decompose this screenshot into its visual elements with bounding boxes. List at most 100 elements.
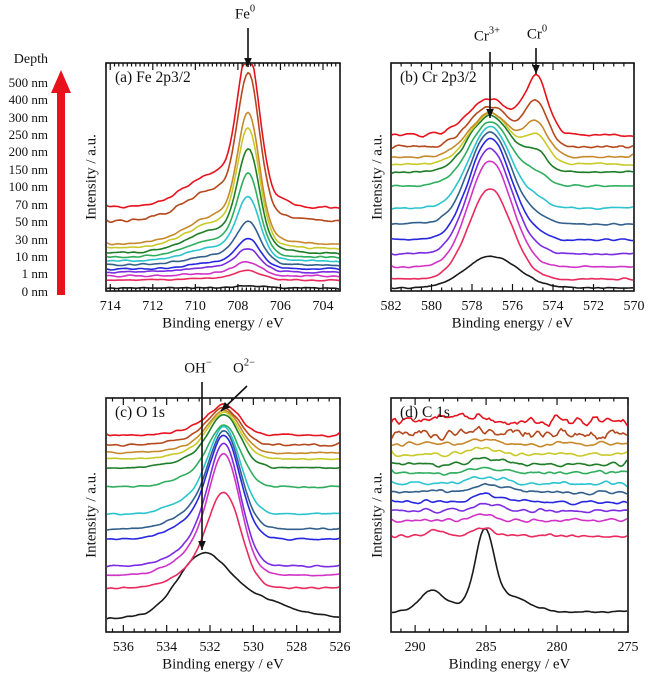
spectrum-curve-70nm — [392, 482, 627, 496]
spectrum-curve-0nm — [107, 551, 339, 620]
y-axis-label-b: Intensity / a.u. — [369, 134, 386, 220]
depth-item: 1 nm — [21, 266, 48, 281]
annotation-label: Cr0 — [526, 23, 548, 43]
tick-label: 570 — [623, 299, 645, 314]
tick-label: 285 — [475, 640, 497, 655]
spectrum-curve-30nm — [392, 502, 627, 514]
spectrum-curve-200nm — [392, 114, 633, 175]
spectrum-curve-0nm — [107, 285, 339, 290]
depth-item: 70 nm — [15, 197, 48, 212]
tick-label: 536 — [112, 640, 134, 655]
spectrum-curve-300nm — [392, 111, 633, 159]
spectrum-curve-1nm — [392, 188, 633, 281]
tick-label: 576 — [502, 299, 523, 314]
spectrum-curve-10nm — [107, 261, 339, 278]
x-axis-label-a: Binding energy / eV — [162, 315, 284, 332]
depth-item: 250 nm — [8, 127, 48, 142]
tick-label: 532 — [199, 640, 221, 655]
tick-label: 582 — [380, 299, 402, 314]
spectrum-curve-50nm — [392, 137, 633, 242]
spectrum-curve-0nm — [392, 527, 627, 614]
x-axis-label-c: Binding energy / eV — [162, 656, 284, 673]
tick-label: 708 — [227, 299, 249, 314]
x-axis-label-b: Binding energy / eV — [451, 315, 574, 332]
annotation-arrowhead — [198, 541, 206, 550]
spectrum-curve-30nm — [392, 147, 633, 256]
tick-label: 528 — [286, 640, 308, 655]
depth-item: 30 nm — [15, 232, 48, 247]
spectrum-curve-100nm — [107, 425, 339, 516]
panel-label-c: (c) O 1s — [115, 404, 165, 421]
spectrum-curve-250nm — [392, 446, 627, 458]
depth-item: 10 nm — [15, 249, 48, 264]
tick-label: 580 — [421, 299, 442, 314]
depth-legend-title: Depth — [13, 52, 48, 67]
depth-item: 100 nm — [8, 179, 48, 194]
panel-d-curves — [392, 412, 627, 614]
tick-label: 530 — [242, 640, 264, 655]
spectrum-curve-200nm — [107, 413, 339, 470]
panel-b-curves — [392, 73, 633, 290]
annotation-arrowhead — [244, 58, 252, 67]
tick-label: 578 — [461, 299, 483, 314]
spectrum-curve-10nm — [392, 160, 633, 269]
tick-label: 572 — [583, 299, 604, 314]
spectrum-curve-70nm — [107, 220, 339, 267]
annotation-label: OH− — [184, 357, 212, 377]
annotation-arrowhead — [221, 402, 231, 411]
spectrum-curve-1nm — [107, 491, 339, 590]
spectrum-curve-1nm — [392, 527, 627, 539]
spectrum-curve-100nm — [392, 476, 627, 488]
spectrum-curve-150nm — [392, 466, 627, 476]
annotation-label: Cr3+ — [473, 25, 501, 45]
spectrum-curve-150nm — [392, 121, 633, 188]
tick-label: 714 — [99, 299, 121, 314]
panel-c-frame — [105, 397, 341, 633]
panel-label-a: (a) Fe 2p3/2 — [115, 69, 191, 86]
depth-item: 0 nm — [21, 284, 48, 299]
annotation-label: O2− — [232, 357, 256, 377]
tick-label: 704 — [312, 299, 334, 314]
spectrum-curve-200nm — [392, 456, 627, 468]
annotation-arrow — [220, 385, 248, 412]
spectrum-curve-30nm — [107, 248, 339, 274]
spectrum-curve-250nm — [107, 127, 339, 251]
spectrum-curve-70nm — [392, 131, 633, 226]
panel-a-curves — [107, 64, 339, 290]
spectrum-curve-100nm — [107, 195, 339, 263]
annotation-arrowhead — [486, 109, 494, 118]
depth-arrow — [51, 70, 71, 295]
depth-item: 500 nm — [8, 75, 48, 90]
panel-a-frame — [105, 62, 341, 292]
annotation-arrowhead — [532, 65, 540, 74]
x-axis-label-d: Binding energy / eV — [448, 656, 571, 673]
spectrum-curve-70nm — [107, 430, 339, 531]
tick-label: 526 — [329, 640, 351, 655]
spectrum-curve-100nm — [392, 125, 633, 210]
panel-b-frame — [390, 62, 635, 292]
tick-label: 710 — [184, 299, 206, 314]
spectrum-curve-400nm — [392, 99, 633, 150]
y-axis-label-c: Intensity / a.u. — [83, 472, 100, 558]
spectrum-curve-200nm — [107, 148, 339, 255]
spectrum-curve-50nm — [107, 237, 339, 271]
tick-label: 574 — [542, 299, 564, 314]
spectrum-curve-150nm — [107, 424, 339, 489]
depth-item: 150 nm — [8, 162, 48, 177]
panel-label-b: (b) Cr 2p3/2 — [400, 69, 477, 86]
y-axis-label-a: Intensity / a.u. — [83, 134, 100, 220]
panel-b-ticks — [390, 63, 635, 291]
spectrum-curve-300nm — [392, 438, 627, 448]
depth-item: 300 nm — [8, 110, 48, 125]
tick-label: 275 — [617, 640, 639, 655]
spectrum-curve-30nm — [107, 442, 339, 568]
panel-c-ticks — [111, 398, 341, 632]
y-axis-label-d: Intensity / a.u. — [369, 472, 386, 558]
panel-c-curves — [107, 403, 339, 620]
spectrum-curve-300nm — [107, 111, 339, 246]
spectrum-curve-50nm — [107, 434, 339, 541]
tick-label: 712 — [142, 299, 164, 314]
panel-label-d: (d) C 1s — [400, 404, 450, 421]
